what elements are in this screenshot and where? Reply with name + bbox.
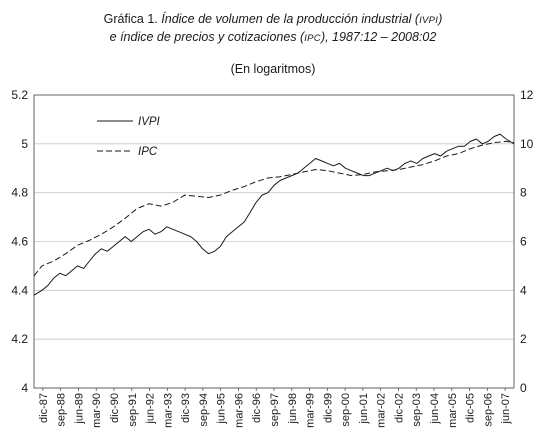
y-right-tick-label: 0 xyxy=(520,381,527,395)
x-tick-label: mar-05 xyxy=(447,393,459,428)
x-tick-label: sep-97 xyxy=(269,393,281,427)
legend-label-ivpi: IVPI xyxy=(138,116,161,128)
title-text-2: e índice de precios y cotizaciones ( xyxy=(109,30,305,44)
x-tick-label: jun-95 xyxy=(216,393,228,425)
series-line-ipc xyxy=(33,140,514,277)
x-tick-label: jun-01 xyxy=(358,393,370,425)
title-acronym-ivpi: IVPI xyxy=(419,15,439,26)
x-tick-label: mar-02 xyxy=(376,393,388,428)
x-tick-label: dic-90 xyxy=(109,393,121,423)
y-left-tick-label: 4.4 xyxy=(11,283,28,297)
title-text-1b: ) xyxy=(438,12,443,26)
x-tick-label: sep-06 xyxy=(482,393,494,427)
x-tick-label: dic-02 xyxy=(393,393,405,423)
y-left-tick-label: 4.6 xyxy=(11,235,28,249)
y-right-tick-label: 6 xyxy=(520,235,527,249)
x-tick-label: dic-87 xyxy=(38,393,50,423)
y-left-tick-label: 4.2 xyxy=(11,332,28,346)
x-tick-label: jun-04 xyxy=(429,393,441,425)
x-tick-label: mar-93 xyxy=(162,393,174,428)
x-tick-label: dic-96 xyxy=(251,393,263,423)
y-right-tick-label: 12 xyxy=(520,88,534,102)
x-tick-label: jun-92 xyxy=(145,393,157,425)
chart-subtitle: (En logaritmos) xyxy=(230,62,316,76)
y-right-tick-label: 4 xyxy=(520,283,527,297)
y-right-tick-label: 2 xyxy=(520,332,527,346)
x-tick-label: sep-03 xyxy=(411,393,423,427)
x-tick-label: dic-93 xyxy=(180,393,192,423)
x-tick-label: jun-98 xyxy=(287,393,299,425)
chart-title-line-1: Gráfica 1. Índice de volumen de la produ… xyxy=(0,10,546,30)
title-text-2b: ), 1987:12 – 2008:02 xyxy=(320,30,437,44)
y-left-tick-label: 4.8 xyxy=(11,186,28,200)
title-acronym-ipc: IPC xyxy=(304,33,321,44)
y-left-tick-label: 5 xyxy=(21,137,28,151)
x-tick-label: jun-07 xyxy=(500,393,512,425)
x-tick-label: sep-00 xyxy=(340,393,352,427)
x-tick-label: jun-89 xyxy=(73,393,85,425)
title-text-1: Índice de volumen de la producción indus… xyxy=(161,12,420,26)
x-tick-label: mar-90 xyxy=(91,393,103,428)
x-tick-label: sep-88 xyxy=(56,393,68,427)
series-line-ivpi xyxy=(33,133,515,296)
x-tick-label: sep-94 xyxy=(198,393,210,427)
x-tick-label: dic-99 xyxy=(322,393,334,423)
legend-label-ipc: IPC xyxy=(138,146,158,158)
x-tick-label: dic-05 xyxy=(465,393,477,423)
x-tick-label: mar-96 xyxy=(233,393,245,428)
title-prefix: Gráfica 1. xyxy=(103,12,162,26)
y-left-tick-label: 4 xyxy=(21,381,28,395)
x-tick-label: mar-99 xyxy=(305,393,317,428)
y-right-tick-label: 10 xyxy=(520,137,534,151)
y-right-tick-label: 8 xyxy=(520,186,527,200)
y-left-tick-label: 5.2 xyxy=(11,88,28,102)
x-tick-label: sep-91 xyxy=(127,393,139,427)
chart-title-line-2: e índice de precios y cotizaciones (IPC)… xyxy=(0,28,546,48)
